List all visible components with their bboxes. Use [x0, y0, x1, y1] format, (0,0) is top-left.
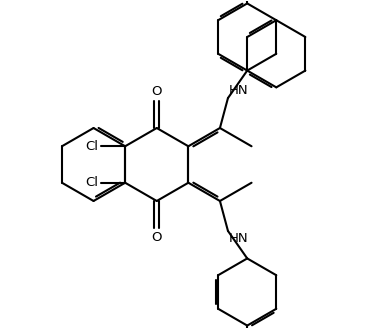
Text: Cl: Cl [86, 176, 99, 189]
Text: HN: HN [229, 232, 249, 245]
Text: O: O [151, 85, 162, 98]
Text: HN: HN [229, 84, 249, 97]
Text: O: O [151, 231, 162, 244]
Text: Cl: Cl [86, 140, 99, 153]
